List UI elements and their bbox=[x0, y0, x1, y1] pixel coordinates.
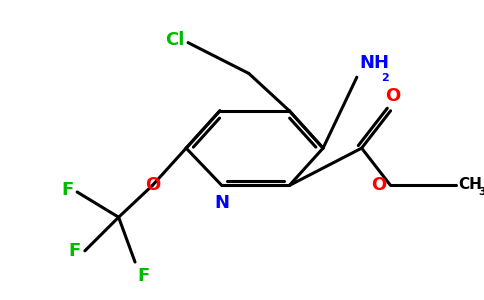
Text: F: F bbox=[137, 267, 150, 285]
Text: Cl: Cl bbox=[165, 31, 184, 49]
Text: F: F bbox=[68, 242, 80, 260]
Text: O: O bbox=[145, 176, 160, 194]
Text: CH: CH bbox=[458, 177, 483, 192]
Text: O: O bbox=[372, 176, 387, 194]
Text: 3: 3 bbox=[479, 187, 484, 197]
Text: F: F bbox=[61, 181, 74, 199]
Text: O: O bbox=[385, 87, 401, 105]
Text: NH: NH bbox=[359, 54, 389, 72]
Text: N: N bbox=[214, 194, 229, 212]
Text: 2: 2 bbox=[381, 73, 389, 83]
